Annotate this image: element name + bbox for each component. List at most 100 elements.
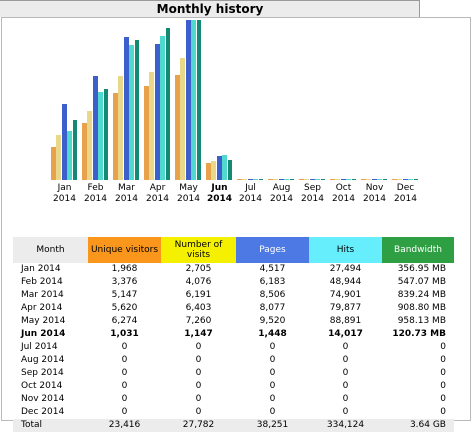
cell-hits: 88,891 bbox=[329, 316, 362, 326]
cell-unique-visitors: 0 bbox=[121, 381, 128, 391]
chart-month-name: Oct bbox=[335, 183, 352, 193]
cell-unique-visitors: 0 bbox=[121, 407, 128, 417]
total-hits: 334,124 bbox=[309, 419, 382, 432]
cell-hits: 27,494 bbox=[329, 264, 362, 274]
cell-bandwidth: 908.80 MB bbox=[397, 303, 446, 313]
header-unique-visitors: Unique visitors bbox=[88, 237, 161, 263]
chart-month-year: 2014 bbox=[146, 194, 169, 204]
cell-bandwidth: 356.95 MB bbox=[397, 264, 446, 274]
table-total-row: Total 23,416 27,782 38,251 334,124 3.64 … bbox=[13, 419, 454, 432]
table-row: Apr 2014 5,620 6,403 8,077 79,877 908.80 MB bbox=[13, 302, 454, 315]
chart-month-name: May bbox=[179, 183, 198, 193]
bar-bandwidth bbox=[72, 120, 78, 180]
cell-pages: 0 bbox=[269, 381, 276, 391]
cell-bandwidth: 958.13 MB bbox=[397, 316, 446, 326]
chart-month-label: May 2014 bbox=[173, 183, 204, 205]
bar-unique-visitors bbox=[268, 179, 273, 180]
cell-hits: 0 bbox=[342, 407, 349, 417]
chart-month-label: Apr 2014 bbox=[142, 183, 173, 205]
cell-hits: 0 bbox=[342, 342, 349, 352]
table-body: Jan 2014 1,968 2,705 4,517 27,494 356.95 MB Fe… bbox=[13, 263, 454, 419]
bar-unique-visitors bbox=[206, 162, 211, 180]
chart-month-year: 2014 bbox=[332, 194, 355, 204]
cell-bandwidth: 0 bbox=[440, 394, 446, 404]
bar-bandwidth bbox=[134, 39, 140, 180]
bar-pages bbox=[61, 104, 67, 180]
cell-month: Oct 2014 bbox=[21, 381, 63, 391]
bar-unique-visitors bbox=[237, 179, 242, 180]
table-row: Sep 2014 0 0 0 0 0 bbox=[13, 367, 454, 380]
chart-month-name: Feb bbox=[87, 183, 104, 193]
chart-month-label: Mar 2014 bbox=[111, 183, 142, 205]
bar-bandwidth bbox=[382, 179, 388, 180]
cell-number-of-visits: 0 bbox=[195, 394, 202, 404]
cell-number-of-visits: 7,260 bbox=[185, 316, 212, 326]
chart-month-name: Jan bbox=[57, 183, 72, 193]
cell-month: Dec 2014 bbox=[21, 407, 65, 417]
chart-month-name: Nov bbox=[365, 183, 384, 193]
cell-number-of-visits: 6,403 bbox=[185, 303, 212, 313]
chart-month-label: Aug 2014 bbox=[266, 183, 297, 205]
bar-number-of-visits bbox=[335, 179, 341, 180]
chart-month-label: Jun 2014 bbox=[204, 183, 235, 205]
cell-hits: 79,877 bbox=[329, 303, 362, 313]
bar-pages bbox=[278, 179, 284, 180]
cell-pages: 0 bbox=[269, 355, 276, 365]
cell-month: Nov 2014 bbox=[21, 394, 65, 404]
bar-hits bbox=[160, 36, 165, 180]
cell-number-of-visits: 4,076 bbox=[185, 277, 212, 287]
cell-hits: 0 bbox=[342, 368, 349, 378]
bar-bandwidth bbox=[196, 20, 202, 180]
bar-pages bbox=[371, 179, 377, 180]
chart-month-year: 2014 bbox=[363, 194, 386, 204]
cell-month: Mar 2014 bbox=[21, 290, 64, 300]
cell-month: Aug 2014 bbox=[21, 355, 65, 365]
table-row: Oct 2014 0 0 0 0 0 bbox=[13, 380, 454, 393]
table-row: Jun 2014 1,031 1,147 1,448 14,017 120.73 MB bbox=[13, 328, 454, 341]
bar-hits bbox=[284, 179, 289, 180]
chart-month-name: Sep bbox=[304, 183, 321, 193]
cell-bandwidth: 0 bbox=[440, 355, 446, 365]
header-number-of-visits: Number of visits bbox=[161, 237, 236, 263]
cell-unique-visitors: 0 bbox=[121, 342, 128, 352]
bar-pages bbox=[92, 76, 98, 180]
bar-number-of-visits bbox=[180, 57, 186, 180]
chart-month-label: Oct 2014 bbox=[328, 183, 359, 205]
bar-unique-visitors bbox=[392, 179, 397, 180]
bar-number-of-visits bbox=[366, 179, 372, 180]
cell-bandwidth: 547.07 MB bbox=[397, 277, 446, 287]
total-bandwidth: 3.64 GB bbox=[382, 419, 454, 432]
cell-pages: 0 bbox=[269, 407, 276, 417]
bar-hits bbox=[129, 45, 134, 180]
bar-number-of-visits bbox=[397, 179, 403, 180]
cell-unique-visitors: 0 bbox=[121, 368, 128, 378]
header-pages: Pages bbox=[236, 237, 309, 263]
bar-bandwidth bbox=[413, 179, 419, 180]
title-bar: Monthly history bbox=[0, 0, 420, 17]
cell-bandwidth: 0 bbox=[440, 407, 446, 417]
bar-bandwidth bbox=[289, 179, 295, 180]
chart-month-label: Dec 2014 bbox=[390, 183, 421, 205]
cell-hits: 14,017 bbox=[328, 329, 363, 339]
cell-pages: 9,520 bbox=[259, 316, 286, 326]
bar-hits bbox=[253, 179, 258, 180]
table-header-row: Month Unique visitors Number of visits P… bbox=[13, 237, 454, 263]
cell-unique-visitors: 0 bbox=[121, 394, 128, 404]
bar-pages bbox=[309, 179, 315, 180]
cell-hits: 74,901 bbox=[329, 290, 362, 300]
bar-hits bbox=[315, 179, 320, 180]
cell-bandwidth: 839.24 MB bbox=[397, 290, 446, 300]
chart-month-name: Apr bbox=[149, 183, 166, 193]
cell-month: Jun 2014 bbox=[21, 329, 66, 339]
bar-unique-visitors bbox=[299, 179, 304, 180]
bar-hits bbox=[67, 130, 72, 180]
bar-unique-visitors bbox=[175, 74, 180, 180]
table-row: Jan 2014 1,968 2,705 4,517 27,494 356.95 MB bbox=[13, 263, 454, 276]
bar-bandwidth bbox=[227, 159, 233, 180]
header-month: Month bbox=[13, 237, 88, 263]
cell-unique-visitors: 5,620 bbox=[111, 303, 138, 313]
chart-month-name: Mar bbox=[118, 183, 135, 193]
bar-number-of-visits bbox=[118, 75, 124, 180]
cell-number-of-visits: 0 bbox=[195, 381, 202, 391]
bar-number-of-visits bbox=[304, 179, 310, 180]
